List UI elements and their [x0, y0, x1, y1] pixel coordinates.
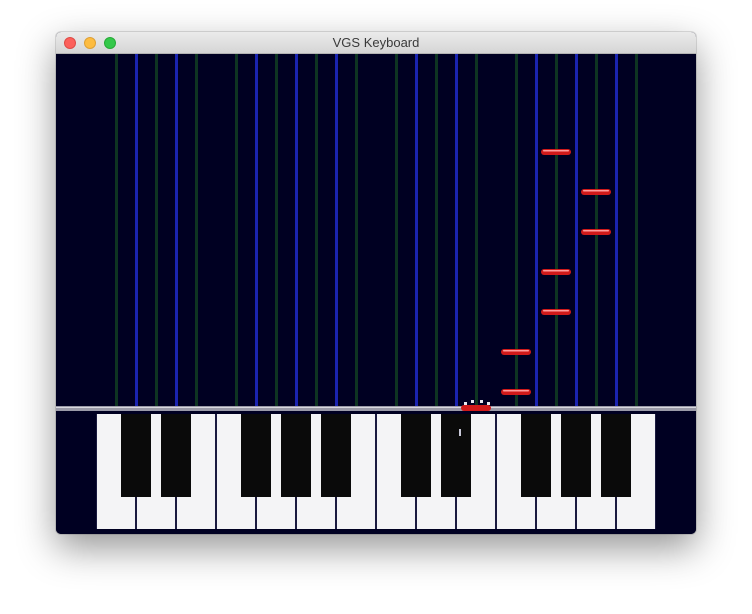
- lane-line: [455, 54, 458, 409]
- judge-line-shine: [56, 407, 696, 408]
- lane-line: [395, 54, 398, 409]
- black-key[interactable]: [121, 414, 151, 497]
- black-key[interactable]: [321, 414, 351, 497]
- black-key[interactable]: [561, 414, 591, 497]
- title-bar: VGS Keyboard: [56, 32, 696, 54]
- lane-line: [535, 54, 538, 409]
- lane-line: [575, 54, 578, 409]
- lane-line: [175, 54, 178, 409]
- falling-note-highlight: [503, 390, 529, 392]
- falling-notes: [501, 149, 611, 395]
- lane-line: [195, 54, 198, 409]
- lane-line: [155, 54, 158, 409]
- falling-note: [541, 309, 571, 315]
- falling-note: [541, 149, 571, 155]
- piano-keyboard[interactable]: [96, 414, 656, 529]
- lane-line: [335, 54, 338, 409]
- game-canvas[interactable]: [56, 54, 696, 534]
- black-key[interactable]: [401, 414, 431, 497]
- lane-line: [135, 54, 138, 409]
- falling-note-highlight: [583, 230, 609, 232]
- falling-note-highlight: [543, 150, 569, 152]
- lane-line: [415, 54, 418, 409]
- hit-spark: [464, 402, 467, 405]
- falling-note-highlight: [503, 350, 529, 352]
- lane-line: [235, 54, 238, 409]
- black-key[interactable]: [241, 414, 271, 497]
- hit-spark: [471, 400, 474, 403]
- lane-line: [515, 54, 518, 409]
- hit-spark: [459, 429, 461, 436]
- hit-spark: [487, 402, 490, 405]
- app-window: VGS Keyboard: [56, 32, 696, 534]
- falling-note: [501, 349, 531, 355]
- lane-line: [635, 54, 638, 409]
- lane-line: [355, 54, 358, 409]
- falling-note: [581, 189, 611, 195]
- falling-note: [541, 269, 571, 275]
- black-key[interactable]: [281, 414, 311, 497]
- zoom-button[interactable]: [104, 37, 116, 49]
- falling-note-highlight: [543, 310, 569, 312]
- close-button[interactable]: [64, 37, 76, 49]
- judge-line: [56, 406, 696, 411]
- lane-line: [295, 54, 298, 409]
- lane-line: [555, 54, 558, 409]
- lane-line: [255, 54, 258, 409]
- lane-line: [475, 54, 478, 409]
- falling-note: [581, 229, 611, 235]
- black-key[interactable]: [441, 414, 471, 497]
- falling-note: [501, 389, 531, 395]
- lane-line: [275, 54, 278, 409]
- lane-line: [435, 54, 438, 409]
- judge-area: [56, 400, 696, 436]
- black-key[interactable]: [521, 414, 551, 497]
- lane-line: [115, 54, 118, 409]
- falling-note-highlight: [543, 270, 569, 272]
- lane-line: [615, 54, 618, 409]
- black-key[interactable]: [601, 414, 631, 497]
- minimize-button[interactable]: [84, 37, 96, 49]
- hit-spark: [480, 400, 483, 403]
- lane-line: [315, 54, 318, 409]
- window-title: VGS Keyboard: [332, 35, 420, 50]
- lane-lines: [115, 54, 638, 409]
- game-screen[interactable]: [56, 54, 696, 534]
- hit-note: [461, 405, 491, 411]
- falling-note-highlight: [583, 190, 609, 192]
- black-key[interactable]: [161, 414, 191, 497]
